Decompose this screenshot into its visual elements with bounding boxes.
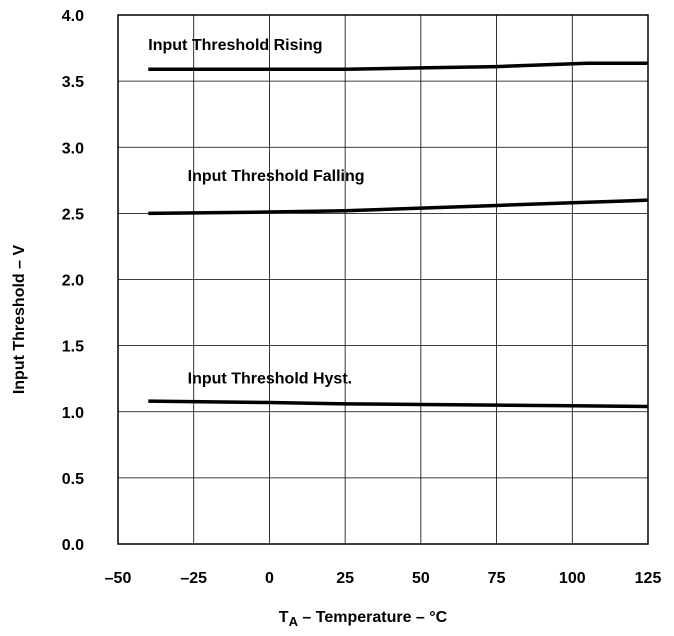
x-tick-label: –25: [180, 570, 207, 587]
series-labels: Input Threshold Rising Input Threshold Fa…: [148, 37, 364, 387]
x-tick-label: 0: [265, 570, 274, 587]
y-tick-labels: 0.0 0.5 1.0 1.5 2.0 2.5 3.0 3.5 4.0: [62, 8, 84, 554]
y-tick-label: 3.5: [62, 74, 84, 91]
x-tick-label: 50: [412, 570, 430, 587]
y-tick-label: 2.5: [62, 206, 84, 223]
x-axis-title: TA – Temperature – °C: [279, 609, 448, 629]
series-lines: [148, 61, 649, 409]
x-tick-label: 75: [488, 570, 506, 587]
x-tick-label: 125: [635, 570, 662, 587]
x-axis-title-subscript: A: [289, 614, 299, 629]
y-tick-label: 1.0: [62, 405, 84, 422]
series-line: [148, 61, 648, 71]
series-label: Input Threshold Rising: [148, 37, 322, 54]
y-tick-label: 0.0: [62, 537, 84, 554]
x-axis-title-suffix: – Temperature – °C: [298, 609, 448, 626]
series-label: Input Threshold Falling: [188, 168, 365, 185]
x-axis-title-main: T: [279, 609, 289, 626]
y-tick-label: 0.5: [62, 471, 84, 488]
x-tick-label: 25: [336, 570, 354, 587]
x-tick-label: –50: [105, 570, 132, 587]
y-tick-label: 3.0: [62, 140, 84, 157]
plot-frame: [117, 14, 649, 545]
y-axis-title: Input Threshold – V: [11, 245, 28, 395]
series-line: [148, 198, 649, 216]
y-tick-label: 1.5: [62, 339, 84, 356]
series-line: [148, 399, 649, 409]
y-tick-label: 2.0: [62, 273, 84, 290]
grid: [117, 14, 649, 545]
x-tick-label: 100: [559, 570, 586, 587]
x-tick-labels: –50 –25 0 25 50 75 100 125: [105, 570, 662, 587]
series-label: Input Threshold Hyst.: [188, 370, 352, 387]
y-tick-label: 4.0: [62, 8, 84, 25]
